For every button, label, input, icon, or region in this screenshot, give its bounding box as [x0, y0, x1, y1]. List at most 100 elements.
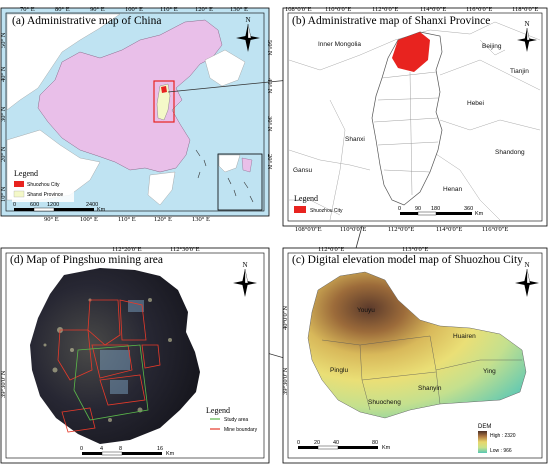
panel-c-dem-legend: DEM High : 2320 Low : 966	[478, 424, 516, 454]
dem-legend-low: Low : 966	[490, 448, 512, 454]
panel-b: Inner Mongolia Beijing Tianjin Hebei Sha…	[282, 6, 548, 233]
panel-b-legend: Legend Shuozhou City	[294, 194, 343, 214]
shuozhou-city-fill	[392, 32, 430, 72]
panel-d-top-ticks: 112°20'0"E 112°30'0"E	[112, 246, 200, 253]
graticule-tick-label: 90° E	[44, 216, 59, 223]
graticule-tick-label: 112°20'0"E	[112, 246, 142, 253]
svg-text:0: 0	[398, 206, 401, 212]
svg-text:16: 16	[157, 446, 163, 452]
dem-legend-high: High : 2320	[490, 433, 516, 439]
study-area-outline	[73, 344, 149, 421]
label-shanyin: Shanyin	[418, 385, 442, 392]
graticule-tick-label: 118°0'0"E	[512, 6, 538, 13]
svg-text:N: N	[525, 261, 530, 269]
graticule-tick-label: 100° E	[80, 216, 98, 223]
svg-text:Km: Km	[97, 207, 106, 213]
graticule-tick-label: 114°0'0"E	[420, 6, 446, 13]
shanxi-province-outline	[371, 31, 443, 206]
panel-d-legend: Legend Study area Mine boundary	[196, 402, 260, 438]
graticule-tick-label: 20° N	[266, 154, 273, 170]
graticule-tick-label: 39°30'0"N	[282, 367, 289, 395]
graticule-tick-label: 80° E	[55, 6, 70, 13]
label-tianjin: Tianjin	[510, 68, 529, 75]
svg-text:600: 600	[30, 202, 39, 208]
panel-c: Youyu Pinglu Shuocheng Shanyin Huairen Y…	[282, 246, 548, 464]
graticule-tick-label: 30° N	[0, 106, 7, 122]
legend-item-shanxi: Shanxi Province	[27, 192, 63, 198]
panel-a-top-ticks: 70° E 80° E 90° E 100° E 110° E 120° E 130° E	[20, 6, 248, 13]
graticule-tick-label: 114°0'0"E	[436, 226, 462, 233]
graticule-tick-label: 110°0'0"E	[340, 226, 366, 233]
panel-a: 70° E 80° E 90° E 100° E 110° E 120° E 130° E …	[0, 6, 273, 223]
graticule-tick-label: 108°0'0"E	[295, 226, 322, 233]
legend-item-shuozhou: Shuozhou City	[27, 182, 60, 188]
svg-text:0: 0	[297, 440, 300, 446]
graticule-tick-label: 113°0'0"E	[402, 246, 428, 253]
china-landmass	[37, 19, 223, 173]
svg-text:2400: 2400	[86, 202, 98, 208]
panel-c-top-ticks: 112°0'0"E 113°0'0"E	[318, 246, 428, 253]
label-gansu: Gansu	[293, 167, 313, 174]
label-shuocheng: Shuocheng	[368, 399, 401, 406]
panel-a-bottom-ticks: 90° E 100° E 110° E 120° E 130° E	[44, 216, 210, 223]
svg-text:80: 80	[372, 440, 378, 446]
shanxi-locator-box	[153, 80, 175, 123]
panel-d-title: (d) Map of Pingshuo mining area	[10, 254, 163, 266]
graticule-tick-label: 50° N	[0, 32, 7, 48]
legend-item-mine-boundary: Mine boundary	[224, 427, 258, 433]
graticule-tick-label: 110°0'0"E	[325, 6, 351, 13]
panel-c-north-arrow-icon: N	[515, 261, 539, 297]
panel-d: Legend Study area Mine boundary 0 4 8 16…	[0, 246, 270, 464]
graticule-tick-label: 110° E	[118, 216, 136, 223]
graticule-tick-label: 120° E	[154, 216, 172, 223]
graticule-tick-label: 40°0'0"N	[282, 306, 289, 330]
panel-b-bottom-ticks: 108°0'0"E 110°0'0"E 112°0'0"E 114°0'0"E 116°…	[295, 226, 508, 233]
label-inner-mongolia: Inner Mongolia	[318, 41, 361, 48]
panel-c-left-ticks: 40°0'0"N 39°30'0"N	[282, 306, 289, 395]
panel-b-top-ticks: 108°0'0"E 110°0'0"E 112°0'0"E 114°0'0"E 116°…	[285, 6, 538, 13]
label-hebei: Hebei	[467, 100, 484, 107]
dem-legend-title: DEM	[478, 424, 491, 430]
graticule-tick-label: 70° E	[20, 6, 35, 13]
panel-a-north-arrow-icon: N	[236, 16, 260, 52]
mine-boundaries	[57, 299, 161, 433]
graticule-tick-label: 40° N	[0, 66, 7, 82]
graticule-tick-label: 50° N	[266, 40, 273, 56]
graticule-tick-label: 130° E	[192, 216, 210, 223]
panel-d-legend-title: Legend	[206, 406, 230, 415]
graticule-tick-label: 112°30'0"E	[170, 246, 200, 253]
legend-item-study-area: Study area	[224, 417, 248, 423]
panel-b-scale-bar: 0 90 180 360 Km	[398, 206, 484, 217]
graticule-tick-label: 120° E	[195, 6, 213, 13]
svg-text:0: 0	[80, 446, 83, 452]
panel-a-scale-bar: 0 600 1200 2400 Km	[13, 202, 106, 213]
panel-b-north-arrow-icon: N	[517, 20, 537, 52]
panel-d-north-arrow-icon: N	[233, 261, 257, 297]
svg-text:N: N	[246, 16, 251, 24]
label-beijing: Beijing	[482, 43, 502, 50]
panel-c-title: (c) Digital elevation model map of Shuoz…	[292, 254, 523, 266]
svg-text:4: 4	[100, 446, 103, 452]
svg-text:20: 20	[314, 440, 320, 446]
graticule-tick-label: 112°0'0"E	[372, 6, 398, 13]
graticule-tick-label: 39°30'0"N	[0, 370, 7, 398]
graticule-tick-label: 110° E	[160, 6, 178, 13]
label-youyu: Youyu	[357, 307, 375, 314]
graticule-tick-label: 116°0'0"E	[482, 226, 508, 233]
graticule-tick-label: 116°0'0"E	[466, 6, 492, 13]
svg-text:90: 90	[415, 206, 421, 212]
svg-text:Km: Km	[475, 211, 484, 217]
graticule-tick-label: 40° N	[266, 78, 273, 94]
graticule-tick-label: 112°0'0"E	[318, 246, 344, 253]
panel-a-left-ticks: 50° N 40° N 30° N 20° N 10° N	[0, 32, 7, 202]
shanxi-province-highlight	[156, 83, 171, 121]
svg-text:Km: Km	[382, 445, 391, 451]
dem-color-ramp	[478, 431, 487, 453]
graticule-tick-label: 130° E	[230, 6, 248, 13]
panel-a-legend-title: Legend	[14, 169, 38, 178]
graticule-tick-label: 108°0'0"E	[285, 6, 312, 13]
panel-c-scale-bar: 0 20 40 80 Km	[297, 440, 391, 451]
label-ying: Ying	[483, 368, 496, 375]
label-huairen: Huairen	[453, 333, 476, 340]
